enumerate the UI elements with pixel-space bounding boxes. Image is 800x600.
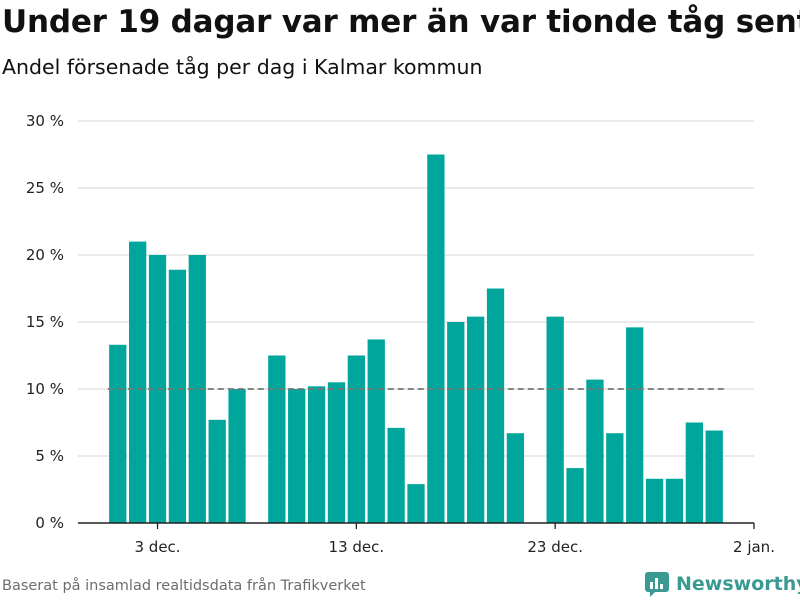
bar[interactable]	[467, 316, 485, 523]
bar[interactable]	[268, 355, 286, 524]
bar[interactable]	[327, 382, 346, 523]
bar[interactable]	[109, 344, 127, 523]
x-tick-label: 2 jan.	[733, 538, 775, 556]
bar[interactable]	[129, 241, 147, 523]
bar[interactable]	[387, 427, 405, 523]
bar[interactable]	[506, 433, 525, 523]
bar[interactable]	[486, 288, 505, 524]
bar[interactable]	[586, 379, 604, 523]
bar[interactable]	[148, 255, 167, 523]
source-note: Baserat på insamlad realtidsdata från Tr…	[2, 578, 366, 594]
bar[interactable]	[665, 478, 684, 523]
bar[interactable]	[705, 430, 723, 523]
chart-title: Under 19 dagar var mer än var tionde tåg…	[2, 4, 800, 40]
y-tick-label: 10 %	[26, 380, 64, 398]
bar[interactable]	[347, 355, 365, 524]
bar[interactable]	[188, 255, 206, 523]
bar[interactable]	[546, 316, 564, 523]
brand-logo[interactable]: Newsworthy	[644, 571, 800, 597]
bar[interactable]	[626, 327, 644, 523]
y-tick-label: 30 %	[26, 112, 64, 130]
y-tick-label: 15 %	[26, 313, 64, 331]
bar[interactable]	[307, 386, 326, 523]
y-tick-label: 20 %	[26, 246, 64, 264]
bar[interactable]	[685, 422, 703, 524]
bar[interactable]	[606, 433, 624, 523]
y-tick-label: 5 %	[35, 447, 64, 465]
bar[interactable]	[367, 339, 385, 523]
bar[interactable]	[208, 419, 226, 523]
bar[interactable]	[645, 478, 664, 523]
bar[interactable]	[427, 154, 445, 524]
bar[interactable]	[407, 484, 425, 523]
x-tick-label: 3 dec.	[134, 538, 180, 556]
chart-subtitle: Andel försenade tåg per dag i Kalmar kom…	[2, 55, 483, 79]
bar[interactable]	[566, 468, 584, 523]
axis-layer: 0 % 5 % 10 % 15 % 20 % 25 % 30 % 3 dec. 13 dec. 2…	[26, 112, 775, 556]
bar[interactable]	[288, 389, 306, 523]
bar[interactable]	[168, 269, 187, 523]
x-tick-label: 23 dec.	[527, 538, 583, 556]
bar[interactable]	[228, 389, 246, 523]
bar[interactable]	[447, 322, 465, 523]
y-tick-label: 25 %	[26, 179, 64, 197]
x-tick-label: 13 dec.	[329, 538, 385, 556]
brand-name: Newsworthy	[676, 573, 800, 595]
y-tick-label: 0 %	[35, 514, 64, 532]
bars-layer	[109, 154, 723, 524]
newsworthy-logo-icon	[645, 572, 669, 597]
